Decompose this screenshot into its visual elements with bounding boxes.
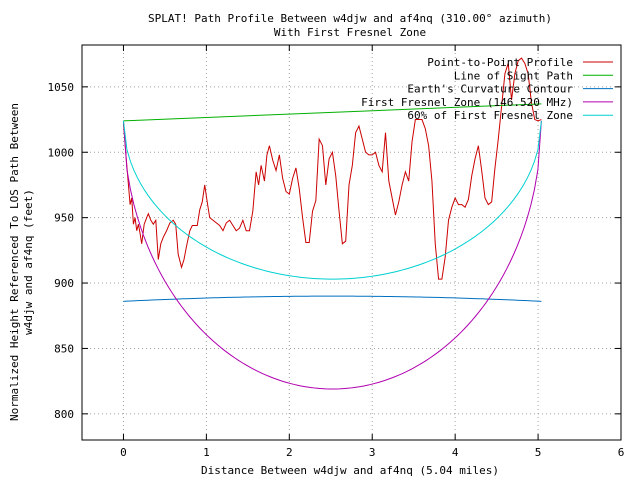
y-tick-label-1: 850 bbox=[54, 342, 74, 355]
y-axis-label-line2: w4djw and af4nq (feet) bbox=[22, 189, 35, 335]
y-tick-label-0: 800 bbox=[54, 408, 74, 421]
x-tick-label-3: 3 bbox=[369, 446, 376, 459]
y-tick-label-2: 900 bbox=[54, 277, 74, 290]
y-tick-label-5: 1050 bbox=[48, 81, 75, 94]
series-line-line-of-sight-path bbox=[123, 103, 542, 122]
axis-ticks: 0 1 2 3 4 5 6 800 850 900 950 1000 1050 bbox=[48, 45, 625, 459]
series-line-point-to-point-profile bbox=[122, 57, 542, 280]
series-lines bbox=[122, 57, 542, 390]
chart-title: SPLAT! Path Profile Between w4djw and af… bbox=[148, 12, 552, 25]
x-tick-label-4: 4 bbox=[452, 446, 459, 459]
y-tick-label-3: 950 bbox=[54, 212, 74, 225]
x-tick-label-1: 1 bbox=[203, 446, 210, 459]
series-line-earth-curvature-contour bbox=[123, 295, 542, 302]
y-axis-label-line1: Normalized Height Referenced To LOS Path… bbox=[8, 103, 21, 421]
y-tick-label-4: 1000 bbox=[48, 146, 75, 159]
series-line-sixty-percent-fresnel-zone bbox=[122, 120, 542, 280]
chart-subtitle: With First Fresnel Zone bbox=[274, 26, 426, 39]
x-tick-label-0: 0 bbox=[120, 446, 127, 459]
legend-label-earth-curvature-contour: Earth's Curvature Contour bbox=[407, 83, 573, 96]
series-line-first-fresnel-zone bbox=[122, 120, 542, 390]
plot-frame bbox=[81, 44, 622, 441]
x-tick-label-2: 2 bbox=[286, 446, 293, 459]
legend-label-first-fresnel-zone: First Fresnel Zone (146.520 MHz) bbox=[361, 96, 573, 109]
legend-label-line-of-sight-path: Line of Sight Path bbox=[454, 69, 573, 82]
x-tick-label-6: 6 bbox=[618, 446, 625, 459]
legend-label-point-to-point-profile: Point-to-Point Profile bbox=[427, 56, 573, 69]
legend-label-sixty-percent-fresnel-zone: 60% of First Fresnel Zone bbox=[407, 109, 573, 122]
x-axis-label: Distance Between w4djw and af4nq (5.04 m… bbox=[201, 464, 499, 477]
x-tick-label-5: 5 bbox=[535, 446, 542, 459]
